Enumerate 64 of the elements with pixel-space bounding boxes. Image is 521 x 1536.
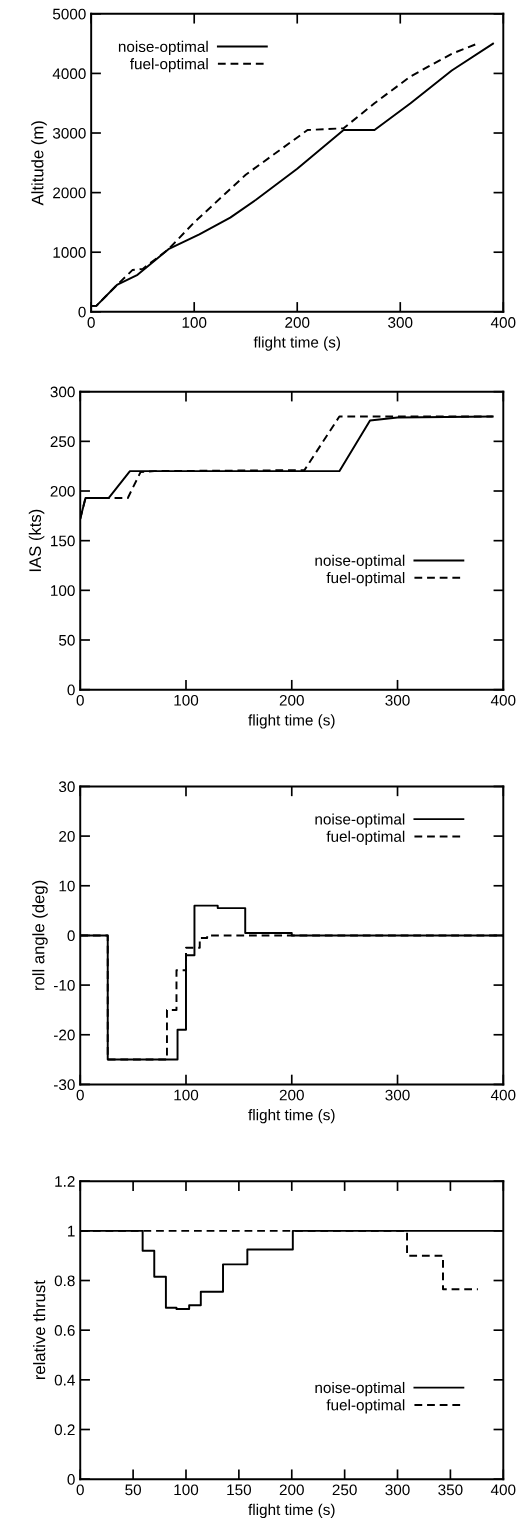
y-tick-label: 0.2 [54, 1424, 75, 1436]
y-tick-label: -20 [53, 1029, 75, 1041]
y-axis-title: roll angle (deg) [32, 880, 48, 990]
x-tick-label: 250 [332, 1484, 357, 1496]
y-tick-label: -10 [53, 979, 75, 991]
x-tick-label: 400 [490, 694, 516, 706]
x-tick-label: 100 [182, 317, 207, 328]
x-tick-label: 50 [125, 1484, 142, 1496]
x-tick-label: 100 [174, 1089, 199, 1101]
y-tick-label: 0 [67, 684, 75, 696]
x-tick-label: 200 [279, 694, 304, 706]
legend-label: noise-optimal [118, 40, 208, 56]
x-tick-label: 300 [385, 1089, 410, 1101]
x-tick-label: 400 [490, 317, 516, 328]
x-tick-label: 300 [388, 317, 413, 328]
x-axis-title: flight time (s) [248, 714, 335, 729]
y-tick-label: 3000 [52, 127, 86, 139]
x-axis-title: flight time (s) [248, 1109, 335, 1124]
x-tick-label: 200 [285, 317, 310, 328]
y-tick-label: 100 [51, 585, 75, 597]
y-tick-label: 150 [51, 535, 75, 547]
y-tick-label: 30 [58, 781, 75, 793]
y-tick-label: 0 [78, 306, 86, 318]
y-tick-label: 0.4 [54, 1374, 75, 1386]
legend-label: noise-optimal [315, 554, 405, 569]
y-tick-label: 10 [59, 880, 75, 892]
y-tick-label: 0.6 [54, 1325, 75, 1336]
x-tick-label: 200 [279, 1089, 304, 1101]
y-axis-title: IAS (kts) [28, 509, 45, 572]
y-tick-label: 2000 [53, 187, 86, 199]
y-tick-label: 5000 [52, 8, 86, 20]
legend-label: fuel-optimal [326, 830, 405, 845]
y-tick-label: 300 [50, 386, 75, 398]
legend-label: fuel-optimal [326, 572, 405, 587]
y-tick-label: 250 [50, 436, 75, 448]
y-tick-label: 4000 [52, 68, 86, 80]
y-axis-title: Altitude (m) [31, 121, 47, 206]
x-axis-title: flight time (s) [253, 336, 340, 351]
x-tick-label: 200 [279, 1484, 304, 1496]
y-tick-label: 0.8 [54, 1275, 75, 1287]
legend-label: noise-optimal [315, 1381, 405, 1397]
y-tick-label: -30 [53, 1079, 75, 1091]
x-tick-label: 300 [385, 1484, 410, 1496]
x-axis-title: flight time (s) [248, 1503, 335, 1519]
x-tick-label: 150 [227, 1484, 252, 1496]
y-tick-label: 1.2 [55, 1176, 75, 1187]
x-tick-label: 100 [174, 694, 199, 706]
legend-label: noise-optimal [315, 813, 405, 828]
x-tick-label: 300 [385, 694, 410, 706]
legend-label: fuel-optimal [130, 58, 208, 73]
x-tick-label: 0 [87, 317, 95, 328]
x-tick-label: 350 [438, 1484, 463, 1496]
x-tick-label: 400 [490, 1484, 516, 1496]
x-tick-label: 100 [174, 1484, 199, 1496]
x-tick-label: 400 [490, 1089, 516, 1101]
y-tick-label: 200 [50, 485, 75, 497]
y-tick-label: 1000 [53, 247, 86, 258]
y-tick-label: 1 [68, 1225, 75, 1237]
legend-label: fuel-optimal [326, 1399, 405, 1414]
y-tick-label: 20 [59, 830, 75, 842]
y-tick-label: 0 [67, 930, 75, 942]
y-tick-label: 50 [58, 634, 75, 646]
y-axis-title: relative thrust [33, 1280, 46, 1380]
y-tick-label: 0 [67, 1474, 75, 1485]
